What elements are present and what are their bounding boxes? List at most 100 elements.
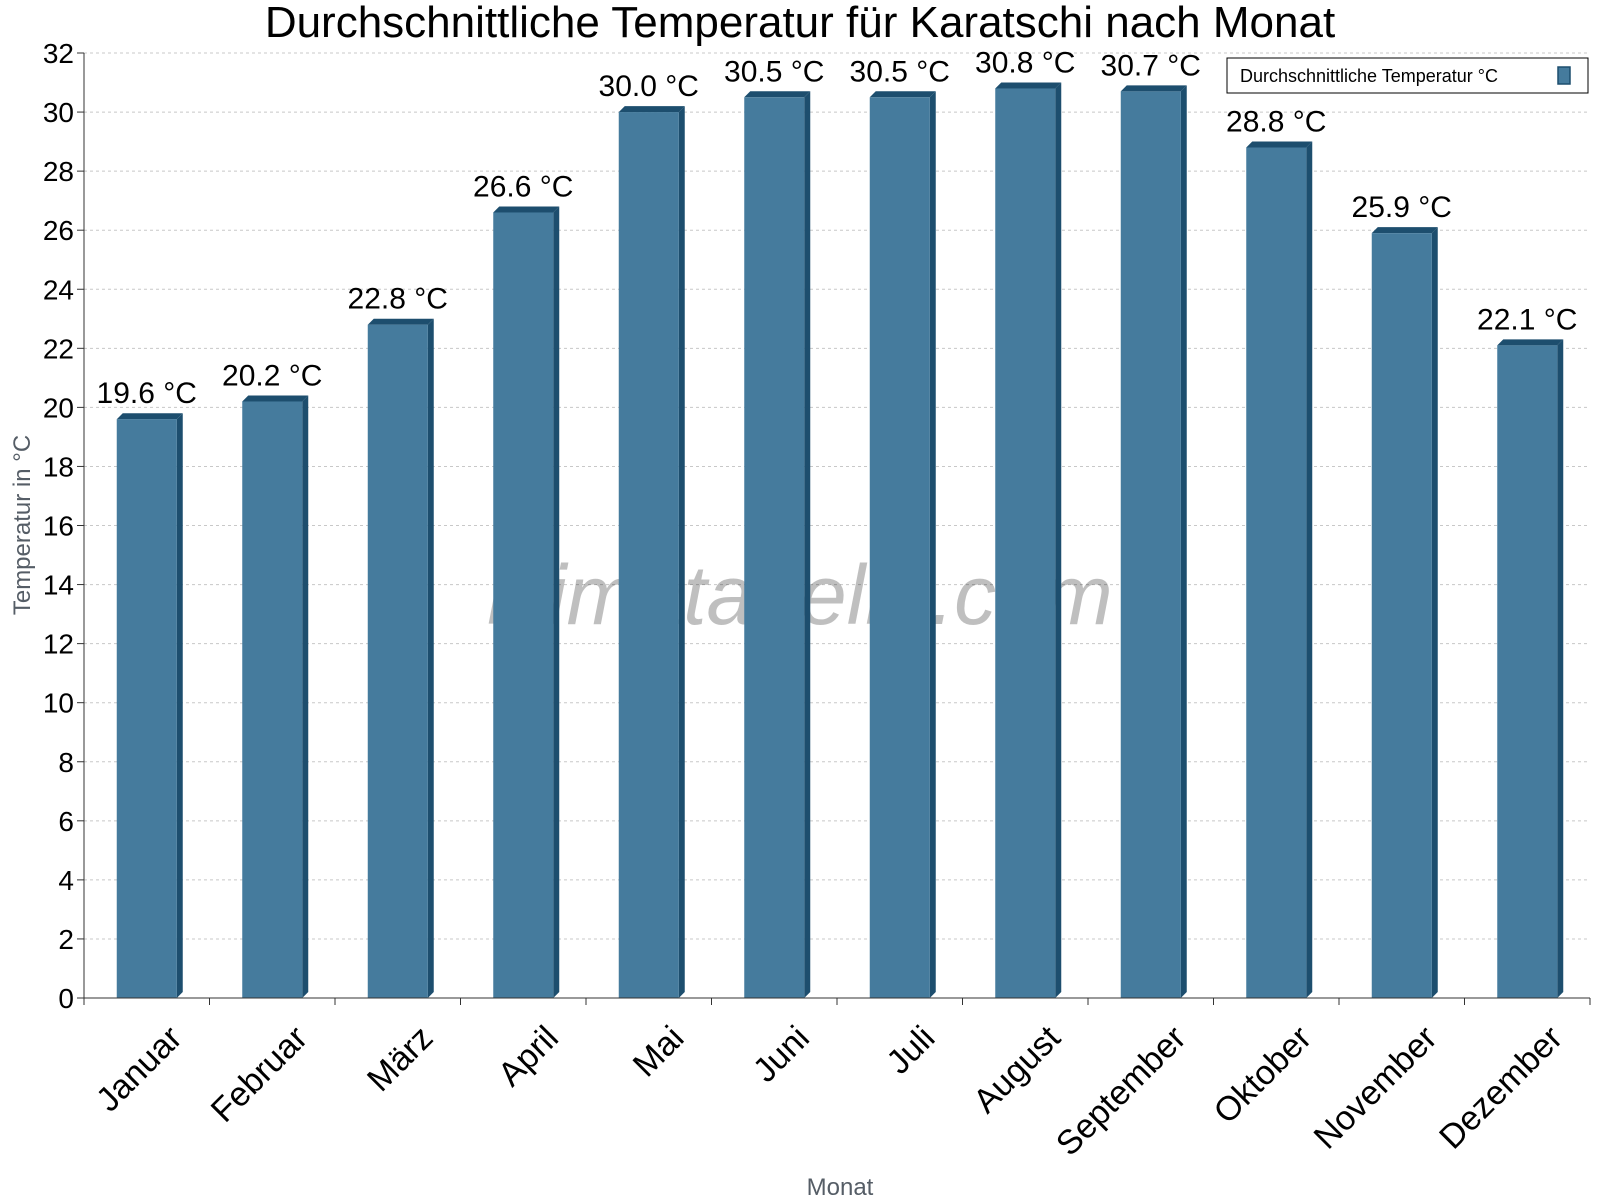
- x-tick-label: März: [360, 1019, 440, 1099]
- x-tick-label: Dezember: [1432, 1019, 1570, 1157]
- x-tick-label: April: [491, 1019, 566, 1094]
- bar-front-face: [367, 324, 428, 998]
- bar-side-face: [553, 206, 560, 998]
- y-tick-label: 18: [43, 451, 74, 482]
- bar-side-face: [678, 106, 685, 998]
- bar: [744, 91, 811, 998]
- bar-side-face: [1055, 82, 1062, 998]
- bar-front-face: [1371, 233, 1432, 998]
- y-tick-label: 4: [58, 865, 74, 896]
- bar-side-face: [427, 318, 434, 998]
- bar-top-face: [618, 106, 685, 113]
- x-tick-label: September: [1049, 1019, 1193, 1163]
- bar-front-face: [995, 88, 1056, 998]
- y-tick-label: 12: [43, 629, 74, 660]
- bar-top-face: [242, 395, 309, 402]
- y-tick-label: 22: [43, 333, 74, 364]
- bar-front-face: [1246, 147, 1307, 998]
- bars: [116, 82, 1564, 998]
- bar-side-face: [929, 91, 936, 998]
- x-tick-label: Juli: [879, 1019, 942, 1082]
- bar-top-face: [367, 318, 434, 325]
- bar-front-face: [242, 401, 303, 998]
- y-axis-title: Temperatur in °C: [9, 435, 36, 615]
- bar-front-face: [1120, 91, 1181, 998]
- data-labels: 19.6 °C 20.2 °C 22.8 °C 26.6 °C 30.0 °C 30.5 …: [97, 46, 1578, 410]
- bar-top-face: [1497, 339, 1564, 346]
- y-tick-label: 30: [43, 97, 74, 128]
- data-label: 30.8 °C: [975, 46, 1075, 79]
- data-label: 20.2 °C: [222, 359, 322, 392]
- x-tick-label: November: [1307, 1019, 1445, 1157]
- y-tick-label: 10: [43, 688, 74, 719]
- bar-front-face: [116, 419, 177, 998]
- bar-side-face: [176, 413, 183, 998]
- bar: [493, 206, 560, 998]
- bar: [242, 395, 309, 998]
- y-tick-label: 16: [43, 511, 74, 542]
- x-tick-label: August: [966, 1018, 1068, 1120]
- bar-top-face: [493, 206, 560, 213]
- bar: [618, 106, 685, 998]
- bar-front-face: [618, 112, 679, 998]
- data-label: 22.8 °C: [348, 283, 448, 316]
- data-label: 30.5 °C: [850, 55, 950, 88]
- bar-side-face: [1557, 339, 1564, 998]
- bar: [367, 318, 434, 998]
- data-label: 25.9 °C: [1352, 191, 1452, 224]
- y-tick-label: 24: [43, 274, 74, 305]
- bar-top-face: [1120, 85, 1187, 92]
- bar-side-face: [302, 395, 309, 998]
- x-axis-title: Monat: [807, 1174, 874, 1200]
- chart-title: Durchschnittliche Temperatur für Karatsc…: [265, 0, 1335, 47]
- bar-top-face: [116, 413, 183, 420]
- x-tick-label: Februar: [204, 1019, 315, 1130]
- data-label: 26.6 °C: [473, 170, 573, 203]
- bar-top-face: [744, 91, 811, 98]
- y-tick-label: 0: [58, 983, 74, 1014]
- data-label: 28.8 °C: [1226, 106, 1326, 139]
- legend-box: [1226, 57, 1589, 94]
- y-tick-label: 6: [58, 806, 74, 837]
- data-label: 30.7 °C: [1101, 49, 1201, 82]
- legend-label: Durchschnittliche Temperatur °C: [1240, 66, 1498, 86]
- bar-front-face: [869, 97, 930, 998]
- bar: [116, 413, 183, 998]
- x-tick-label: Januar: [89, 1019, 189, 1119]
- y-tick-label: 14: [43, 570, 74, 601]
- data-label: 19.6 °C: [97, 377, 197, 410]
- data-label: 22.1 °C: [1477, 303, 1577, 336]
- y-tick-label: 20: [43, 392, 74, 423]
- bar-top-face: [1371, 227, 1438, 234]
- legend-swatch: [1557, 66, 1571, 85]
- y-tick-label: 32: [43, 38, 74, 69]
- legend: Durchschnittliche Temperatur °C: [1226, 57, 1589, 94]
- bar-top-face: [1246, 141, 1313, 148]
- bar-front-face: [744, 97, 805, 998]
- bar: [869, 91, 936, 998]
- bar-side-face: [1180, 85, 1187, 998]
- x-tick-label: Mai: [626, 1019, 692, 1085]
- bar-side-face: [1431, 227, 1438, 998]
- bar-front-face: [1497, 345, 1558, 998]
- bar-side-face: [1306, 141, 1313, 998]
- gridlines: [84, 52, 1590, 940]
- y-tick-label: 8: [58, 747, 74, 778]
- bar: [1371, 227, 1438, 998]
- y-tick-label: 2: [58, 924, 74, 955]
- bar: [1246, 141, 1313, 998]
- y-tick-label: 28: [43, 156, 74, 187]
- bar-side-face: [804, 91, 811, 998]
- y-tick-label: 26: [43, 215, 74, 246]
- bar-top-face: [995, 82, 1062, 89]
- bar: [1497, 339, 1564, 998]
- data-label: 30.0 °C: [599, 70, 699, 103]
- bar-top-face: [869, 91, 936, 98]
- bar-front-face: [493, 212, 554, 998]
- bar: [995, 82, 1062, 998]
- x-tick-label: Oktober: [1206, 1019, 1318, 1131]
- x-tick-label: Juni: [746, 1019, 817, 1090]
- bar: [1120, 85, 1187, 998]
